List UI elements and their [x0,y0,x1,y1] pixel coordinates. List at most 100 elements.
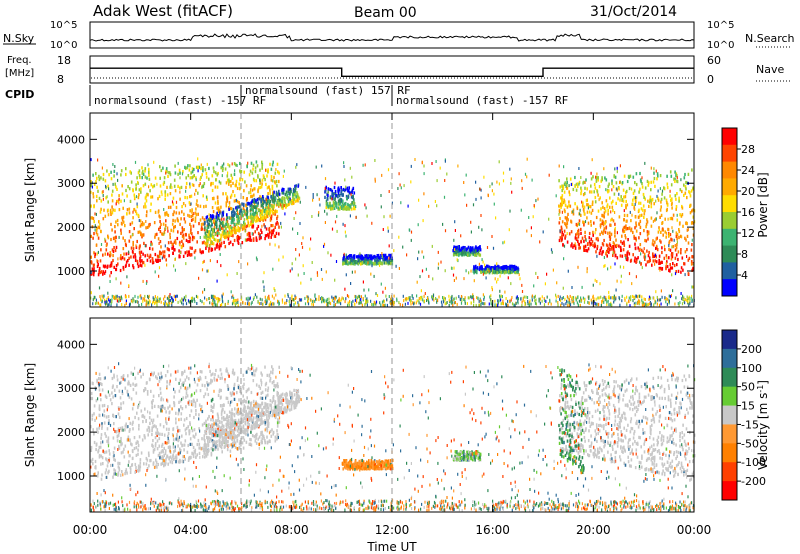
range-gate-cell [511,264,513,268]
range-gate-cell [260,204,263,208]
range-gate-cell [589,242,592,246]
range-gate-cell [619,198,621,202]
range-gate-cell [202,222,205,226]
range-gate-cell [113,388,116,392]
range-gate-cell [353,254,356,258]
range-gate-cell [116,199,118,204]
range-gate-cell [120,231,122,235]
range-gate-cell [92,236,94,240]
range-gate-cell [385,261,387,265]
range-gate-cell [125,167,127,171]
range-gate-cell [676,176,678,180]
range-gate-cell [521,186,523,190]
range-gate-cell [292,189,295,193]
range-gate-cell [419,275,421,279]
range-gate-cell [141,261,144,265]
range-gate-cell [674,256,677,260]
range-gate-cell [248,191,250,195]
range-gate-cell [376,294,379,297]
range-gate-cell [558,179,560,183]
range-gate-cell [105,300,108,304]
range-gate-cell [371,264,373,268]
range-gate-cell [410,230,413,234]
range-gate-cell [491,286,493,289]
range-gate-cell [154,176,157,180]
range-gate-cell [161,193,163,197]
range-gate-cell [432,295,434,299]
range-gate-cell [625,227,627,231]
range-gate-cell [342,207,344,211]
range-gate-cell [586,267,588,271]
range-gate-cell [678,222,681,226]
range-gate-cell [359,253,362,258]
range-gate-cell [426,299,428,302]
range-gate-cell [578,180,581,184]
range-gate-cell [610,218,612,222]
range-gate-cell [378,262,380,266]
range-gate-cell [455,276,457,280]
range-gate-cell [168,248,170,252]
range-gate-cell [671,273,673,277]
range-gate-cell [163,176,166,180]
range-gate-cell [660,240,662,244]
range-gate-cell [227,223,230,227]
range-gate-cell [604,176,606,180]
range-gate-cell [90,190,92,194]
range-gate-cell [252,225,254,229]
range-gate-cell [192,217,194,221]
range-gate-cell [555,293,557,297]
range-gate-cell [90,271,92,274]
range-gate-cell [444,302,446,306]
range-gate-cell [655,199,657,203]
range-gate-cell [154,301,156,305]
range-gate-cell [291,295,293,299]
range-gate-cell [600,207,602,211]
range-gate-cell [588,297,590,300]
range-gate-cell [687,272,690,276]
range-gate-cell [603,264,605,268]
range-gate-cell [236,218,239,222]
range-gate-cell [527,302,529,306]
range-gate-cell [113,169,116,173]
range-gate-cell [206,197,208,201]
range-gate-cell [246,215,248,219]
range-gate-cell [370,272,372,276]
range-gate-cell [265,234,268,238]
range-gate-cell [674,302,676,306]
range-gate-cell [587,203,589,207]
range-gate-cell [442,296,444,299]
range-gate-cell [122,265,125,270]
range-gate-cell [251,199,253,203]
range-gate-cell [451,294,453,298]
range-gate-cell [342,205,345,209]
range-gate-cell [641,300,643,304]
range-gate-cell [669,170,672,174]
range-gate-cell [252,163,255,167]
range-gate-cell [612,199,614,203]
range-gate-cell [425,267,427,271]
range-gate-cell [159,176,161,180]
range-gate-cell [584,181,586,184]
range-gate-cell [212,215,215,219]
range-gate-cell [609,231,611,235]
range-gate-cell [570,219,572,223]
range-gate-cell [340,200,342,204]
range-gate-cell [141,171,144,175]
range-gate-cell [282,174,284,178]
range-gate-cell [263,210,266,214]
range-gate-cell [609,244,612,248]
range-gate-cell [124,264,127,268]
range-gate-cell [648,181,650,185]
range-gate-cell [388,190,390,193]
range-gate-cell [225,231,227,235]
range-gate-cell [114,182,116,186]
range-gate-cell [678,303,680,307]
freq-label-1: Freq. [7,55,32,66]
range-gate-cell [592,243,594,247]
range-gate-cell [606,244,609,248]
range-gate-cell [681,297,683,301]
range-gate-cell [124,469,127,474]
range-gate-cell [359,298,361,302]
range-gate-cell [174,171,177,175]
range-gate-cell [113,174,115,178]
